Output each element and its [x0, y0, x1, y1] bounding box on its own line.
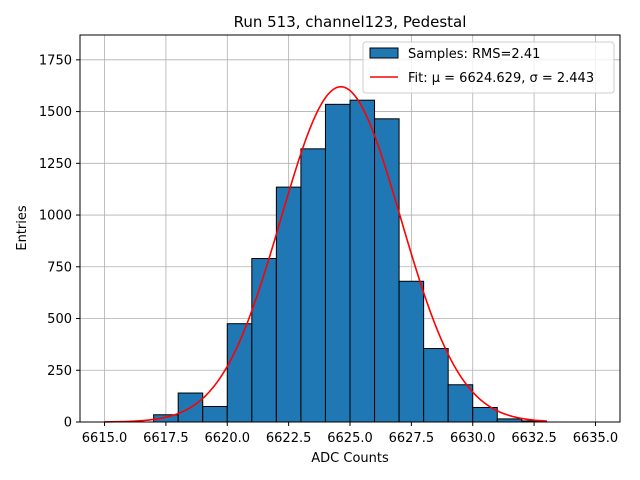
x-tick-label: 6617.5 — [143, 431, 189, 446]
x-tick-label: 6620.0 — [205, 431, 251, 446]
histogram-bar — [398, 280, 425, 423]
histogram-bar — [202, 405, 228, 423]
fit-curve — [104, 85, 547, 423]
y-tick-label: 250 — [47, 364, 72, 379]
legend-box — [362, 41, 615, 94]
legend-histogram-swatch — [369, 47, 399, 59]
x-tick-label: 6615.0 — [82, 431, 128, 446]
y-tick-label: 0 — [64, 416, 72, 431]
x-tick-label: 6632.5 — [511, 431, 557, 446]
y-tick-label: 750 — [47, 260, 72, 275]
y-tick-label: 1000 — [39, 209, 72, 224]
x-tick-label: 6625.0 — [327, 431, 373, 446]
fit-curve-layer — [104, 85, 547, 423]
legend: Samples: RMS=2.41 Fit: μ = 6624.629, σ =… — [362, 41, 615, 94]
y-tick-label: 1750 — [39, 53, 72, 68]
x-tick-label: 6622.5 — [266, 431, 312, 446]
y-tick-label: 1500 — [39, 105, 72, 120]
x-tick-label: 6635.0 — [573, 431, 619, 446]
histogram-bar — [300, 148, 326, 423]
chart-title: Run 513, channel123, Pedestal — [234, 13, 467, 31]
histogram-bar — [251, 258, 277, 423]
y-axis-ticks: 0 250 500 750 1000 1250 1500 1750 — [39, 53, 80, 431]
histogram-bar — [447, 384, 474, 423]
histogram-bar — [324, 103, 351, 423]
legend-fit-label: Fit: μ = 6624.629, σ = 2.443 — [408, 71, 594, 86]
histogram-bar — [226, 323, 253, 423]
x-tick-label: 6630.0 — [450, 431, 496, 446]
histogram-bar — [423, 348, 449, 423]
x-axis-label: ADC Counts — [311, 451, 389, 466]
y-axis-label: Entries — [15, 205, 30, 251]
y-tick-label: 500 — [47, 312, 72, 327]
x-axis-ticks: 6615.0 6617.5 6620.0 6622.5 6625.0 6627.5 6630… — [82, 422, 618, 446]
legend-histogram-label: Samples: RMS=2.41 — [408, 47, 540, 62]
histogram-bar — [275, 186, 302, 423]
y-tick-label: 1250 — [39, 157, 72, 172]
x-tick-label: 6627.5 — [389, 431, 435, 446]
histogram-bar — [349, 99, 376, 423]
histogram-bar — [374, 118, 400, 423]
